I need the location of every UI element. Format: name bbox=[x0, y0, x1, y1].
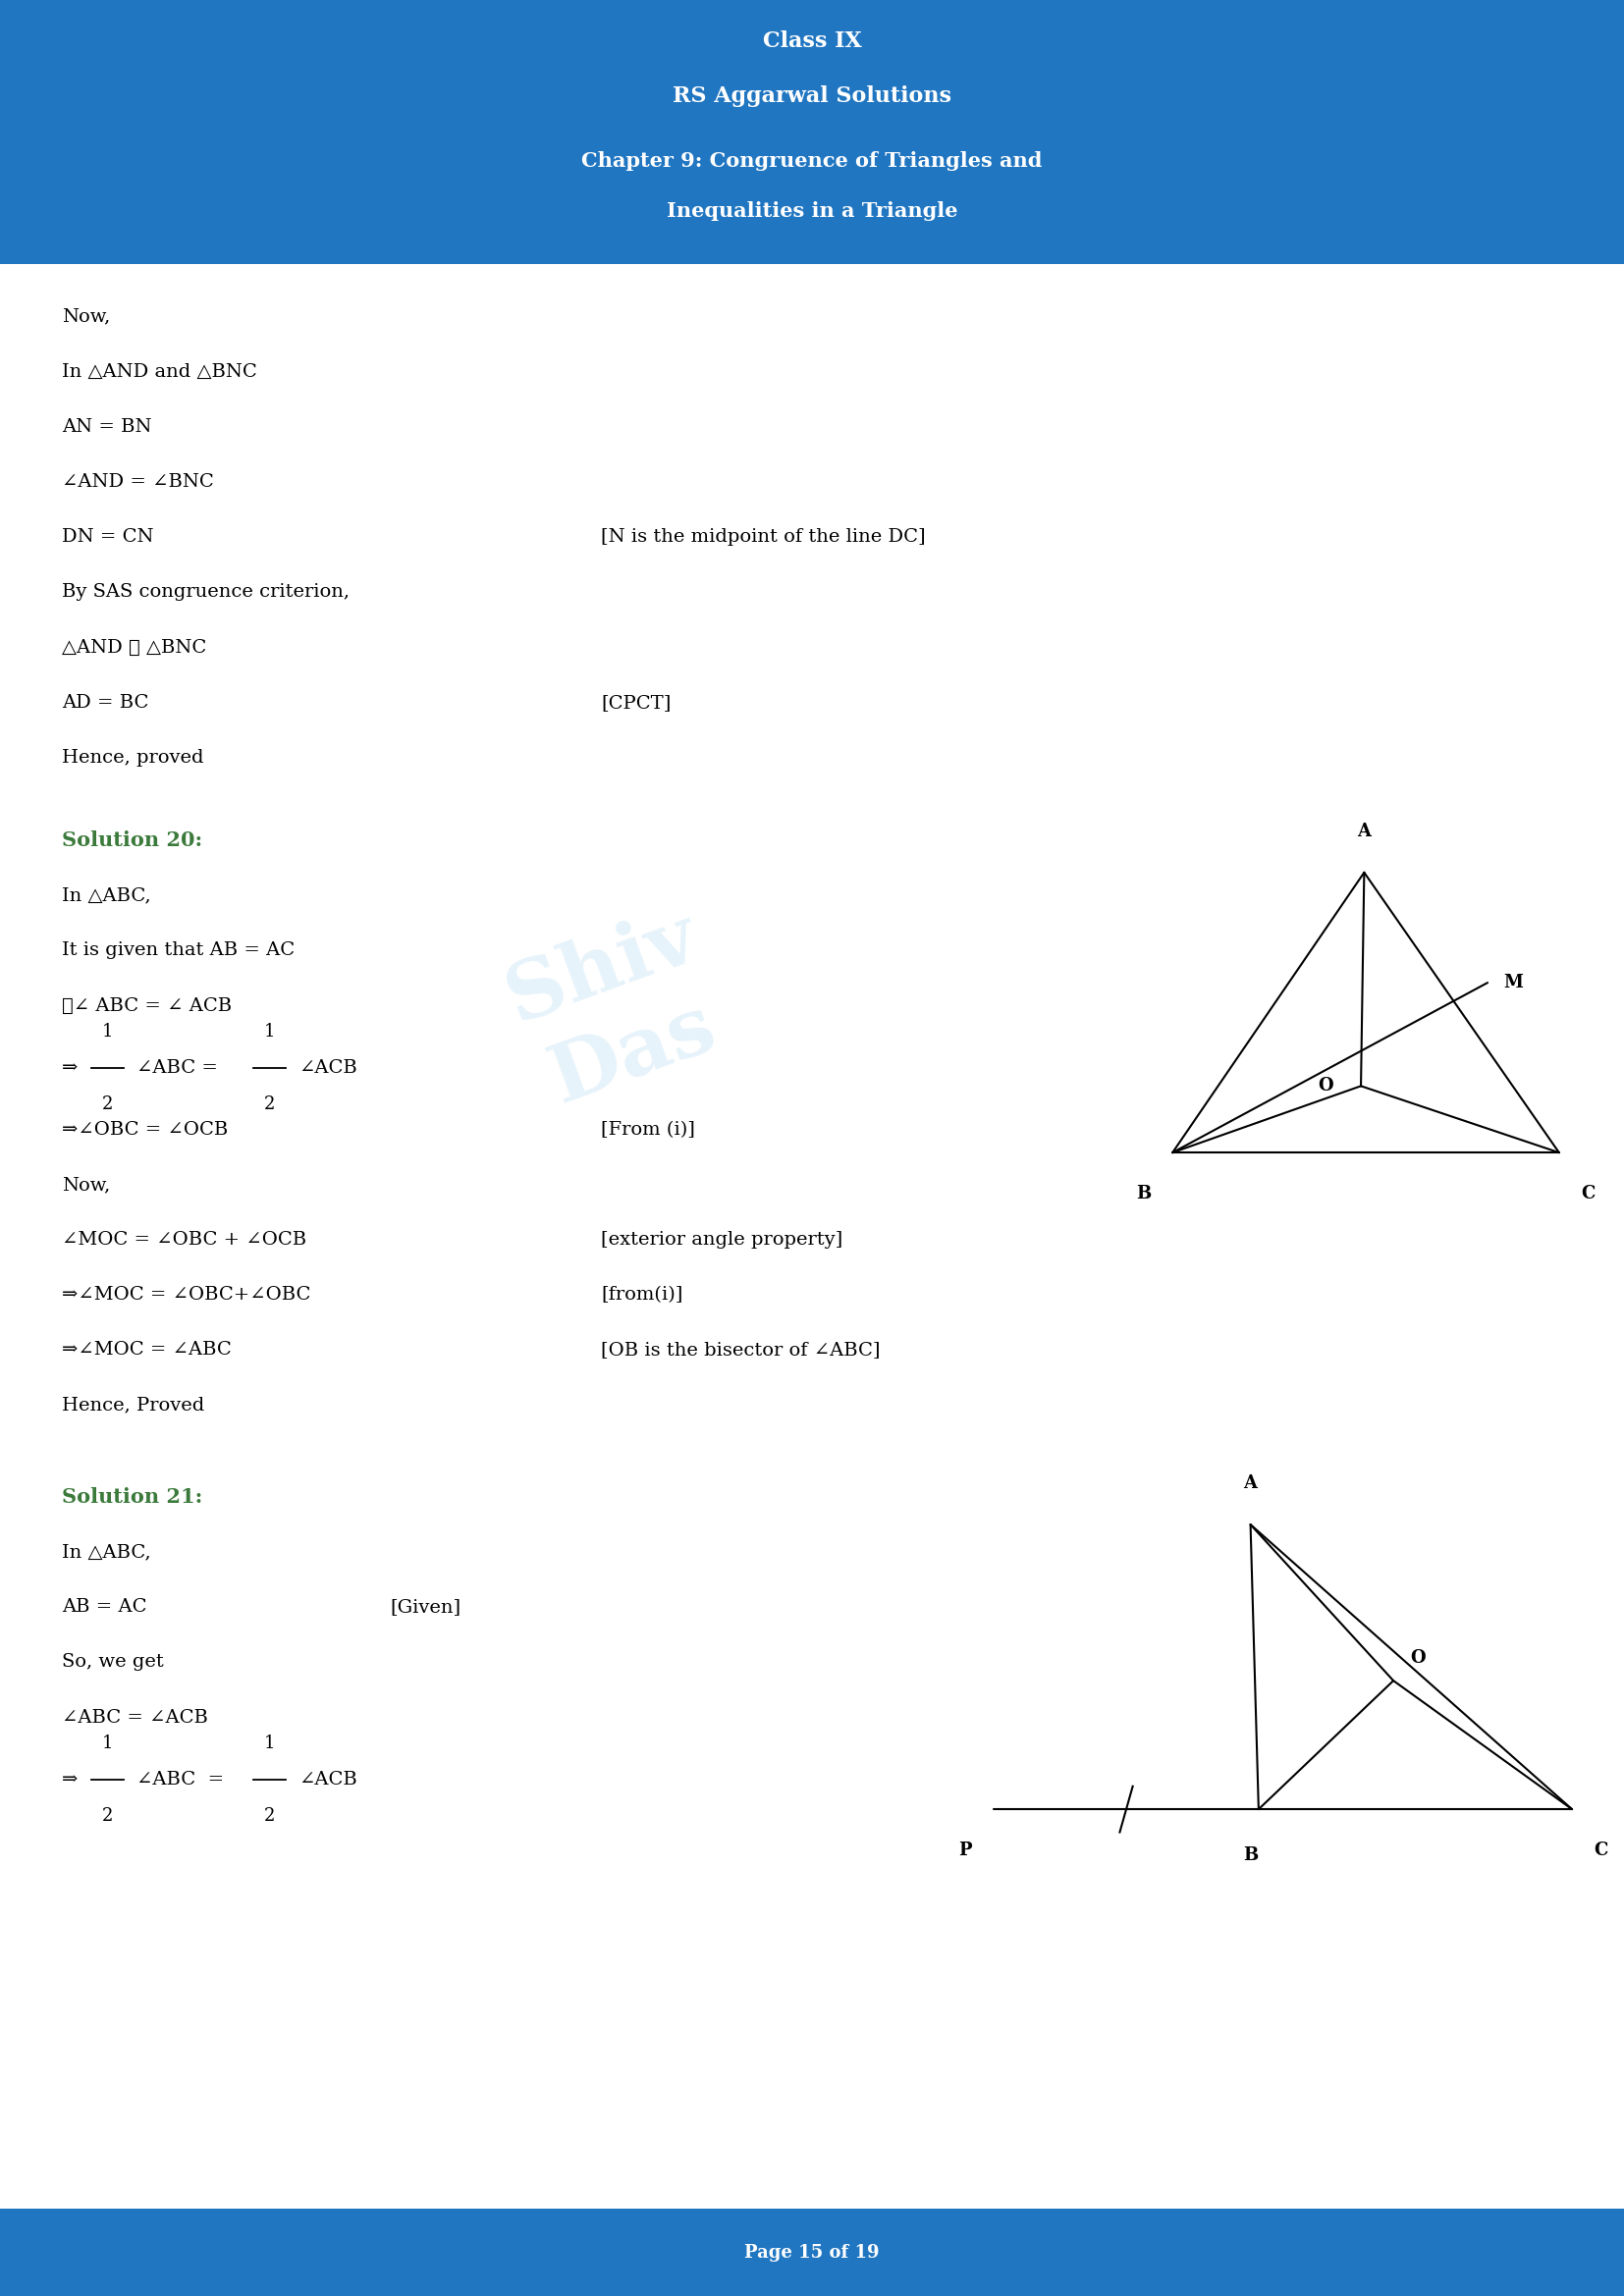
Text: Page 15 of 19: Page 15 of 19 bbox=[744, 2243, 880, 2262]
Text: AB = AC: AB = AC bbox=[62, 1598, 146, 1616]
Text: 2: 2 bbox=[265, 1807, 274, 1825]
Text: ∠ABC = ∠ACB: ∠ABC = ∠ACB bbox=[62, 1708, 208, 1727]
Bar bbox=[0, 2209, 1624, 2296]
Text: Now,: Now, bbox=[62, 1176, 110, 1194]
Text: [OB is the bisector of ∠ABC]: [OB is the bisector of ∠ABC] bbox=[601, 1341, 880, 1359]
Text: Shiv
Das: Shiv Das bbox=[495, 898, 739, 1123]
Text: ∠ACB: ∠ACB bbox=[299, 1058, 357, 1077]
Text: P: P bbox=[958, 1841, 971, 1860]
Text: Solution 21:: Solution 21: bbox=[62, 1488, 203, 1506]
Text: A: A bbox=[1358, 822, 1371, 840]
Text: 2: 2 bbox=[265, 1095, 274, 1114]
Text: So, we get: So, we get bbox=[62, 1653, 164, 1671]
Text: ∠AND = ∠BNC: ∠AND = ∠BNC bbox=[62, 473, 214, 491]
Text: 1: 1 bbox=[265, 1733, 274, 1752]
Text: ∠MOC = ∠OBC + ∠OCB: ∠MOC = ∠OBC + ∠OCB bbox=[62, 1231, 307, 1249]
Text: ∠ABC =: ∠ABC = bbox=[136, 1058, 218, 1077]
Text: [CPCT]: [CPCT] bbox=[601, 693, 671, 712]
Text: B: B bbox=[1242, 1846, 1259, 1864]
Text: It is given that AB = AC: It is given that AB = AC bbox=[62, 941, 294, 960]
Text: ∠ACB: ∠ACB bbox=[299, 1770, 357, 1789]
Text: Hence, Proved: Hence, Proved bbox=[62, 1396, 205, 1414]
Text: [from(i)]: [from(i)] bbox=[601, 1286, 682, 1304]
Bar bbox=[0, 0, 1624, 264]
Text: In △ABC,: In △ABC, bbox=[62, 1543, 151, 1561]
Text: [From (i)]: [From (i)] bbox=[601, 1120, 695, 1139]
Text: 2: 2 bbox=[102, 1095, 112, 1114]
Text: ⇒∠OBC = ∠OCB: ⇒∠OBC = ∠OCB bbox=[62, 1120, 227, 1139]
Text: △AND ≅ △BNC: △AND ≅ △BNC bbox=[62, 638, 206, 657]
Text: ⇒∠MOC = ∠OBC+∠OBC: ⇒∠MOC = ∠OBC+∠OBC bbox=[62, 1286, 310, 1304]
Text: ⇒: ⇒ bbox=[62, 1770, 78, 1789]
Text: C: C bbox=[1582, 1185, 1595, 1203]
Text: 1: 1 bbox=[265, 1022, 274, 1040]
Text: O: O bbox=[1410, 1649, 1426, 1667]
Text: ⇒: ⇒ bbox=[62, 1058, 78, 1077]
Text: RS Aggarwal Solutions: RS Aggarwal Solutions bbox=[672, 85, 952, 108]
Text: In △AND and △BNC: In △AND and △BNC bbox=[62, 363, 257, 381]
Text: A: A bbox=[1244, 1474, 1257, 1492]
Text: C: C bbox=[1595, 1841, 1608, 1860]
Text: ∴∠ ABC = ∠ ACB: ∴∠ ABC = ∠ ACB bbox=[62, 996, 232, 1015]
Text: B: B bbox=[1135, 1185, 1151, 1203]
Text: Now,: Now, bbox=[62, 308, 110, 326]
Text: In △ABC,: In △ABC, bbox=[62, 886, 151, 905]
Text: AN = BN: AN = BN bbox=[62, 418, 151, 436]
Text: ∠ABC  =: ∠ABC = bbox=[136, 1770, 224, 1789]
Text: [Given]: [Given] bbox=[390, 1598, 461, 1616]
Text: 1: 1 bbox=[102, 1733, 112, 1752]
Text: DN = CN: DN = CN bbox=[62, 528, 154, 546]
Text: ⇒∠MOC = ∠ABC: ⇒∠MOC = ∠ABC bbox=[62, 1341, 231, 1359]
Text: [N is the midpoint of the line DC]: [N is the midpoint of the line DC] bbox=[601, 528, 926, 546]
Text: [exterior angle property]: [exterior angle property] bbox=[601, 1231, 843, 1249]
Text: 1: 1 bbox=[102, 1022, 112, 1040]
Text: O: O bbox=[1317, 1077, 1333, 1095]
Text: Solution 20:: Solution 20: bbox=[62, 831, 203, 850]
Text: Class IX: Class IX bbox=[763, 30, 861, 53]
Text: Hence, proved: Hence, proved bbox=[62, 748, 203, 767]
Text: Inequalities in a Triangle: Inequalities in a Triangle bbox=[666, 202, 958, 220]
Text: AD = BC: AD = BC bbox=[62, 693, 148, 712]
Text: M: M bbox=[1504, 974, 1523, 992]
Text: By SAS congruence criterion,: By SAS congruence criterion, bbox=[62, 583, 349, 602]
Text: Chapter 9: Congruence of Triangles and: Chapter 9: Congruence of Triangles and bbox=[581, 152, 1043, 170]
Text: 2: 2 bbox=[102, 1807, 112, 1825]
